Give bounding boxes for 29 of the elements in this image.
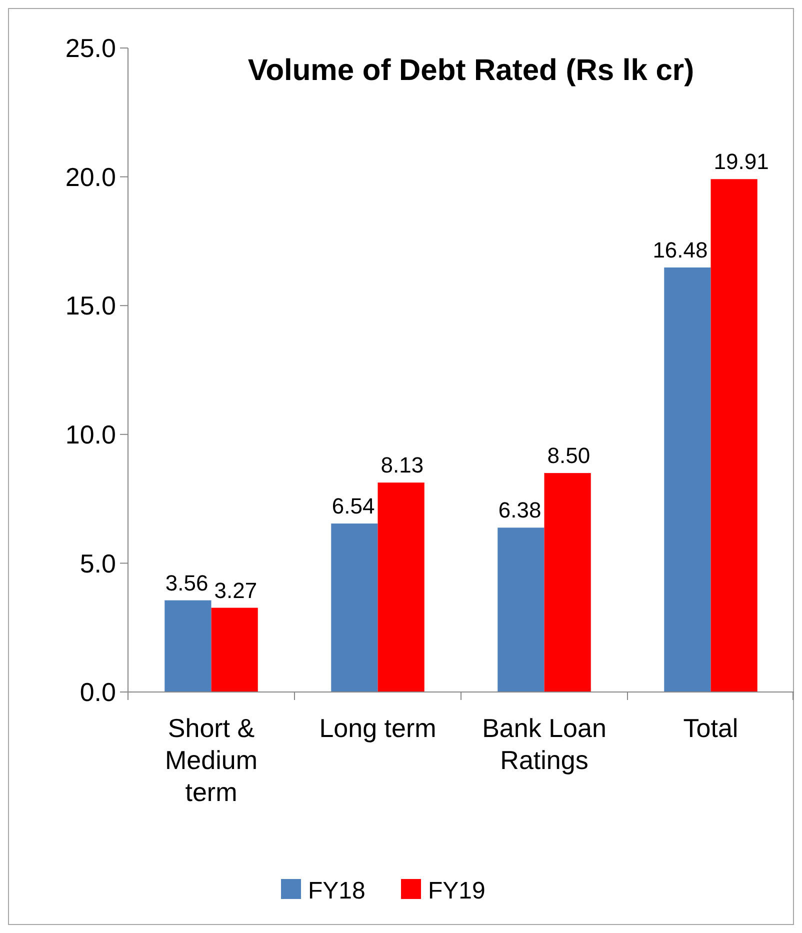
x-tick-label: Long term xyxy=(319,713,436,743)
legend-label: FY18 xyxy=(308,877,366,904)
data-label: 16.48 xyxy=(652,237,708,262)
bar xyxy=(710,179,758,692)
bar xyxy=(164,600,212,692)
legend-label: FY19 xyxy=(428,877,486,904)
data-label: 8.50 xyxy=(547,443,590,468)
bar xyxy=(331,524,378,692)
bar xyxy=(211,608,258,692)
data-label: 3.27 xyxy=(214,578,258,603)
y-tick-label: 0.0 xyxy=(80,677,116,708)
data-label: 3.56 xyxy=(165,570,208,596)
y-tick-label: 15.0 xyxy=(65,290,116,321)
y-tick-label: 10.0 xyxy=(65,420,116,450)
bar xyxy=(664,267,711,692)
y-tick-label: 20.0 xyxy=(65,162,116,192)
bar xyxy=(544,473,591,692)
data-label: 8.13 xyxy=(380,452,424,478)
chart-title: Volume of Debt Rated (Rs lk cr) xyxy=(248,54,694,87)
data-label: 6.54 xyxy=(332,494,375,519)
bar xyxy=(498,528,544,692)
data-label: 6.38 xyxy=(498,498,542,523)
x-tick-label: Total xyxy=(683,713,738,743)
bar xyxy=(378,482,424,692)
x-tick-label: Bank Loan Ratings xyxy=(482,713,606,775)
data-label: 19.91 xyxy=(714,149,769,174)
y-tick-label: 5.0 xyxy=(80,548,116,578)
x-tick-label: Short & Medium term xyxy=(165,713,258,807)
y-tick-label: 25.0 xyxy=(65,33,116,64)
